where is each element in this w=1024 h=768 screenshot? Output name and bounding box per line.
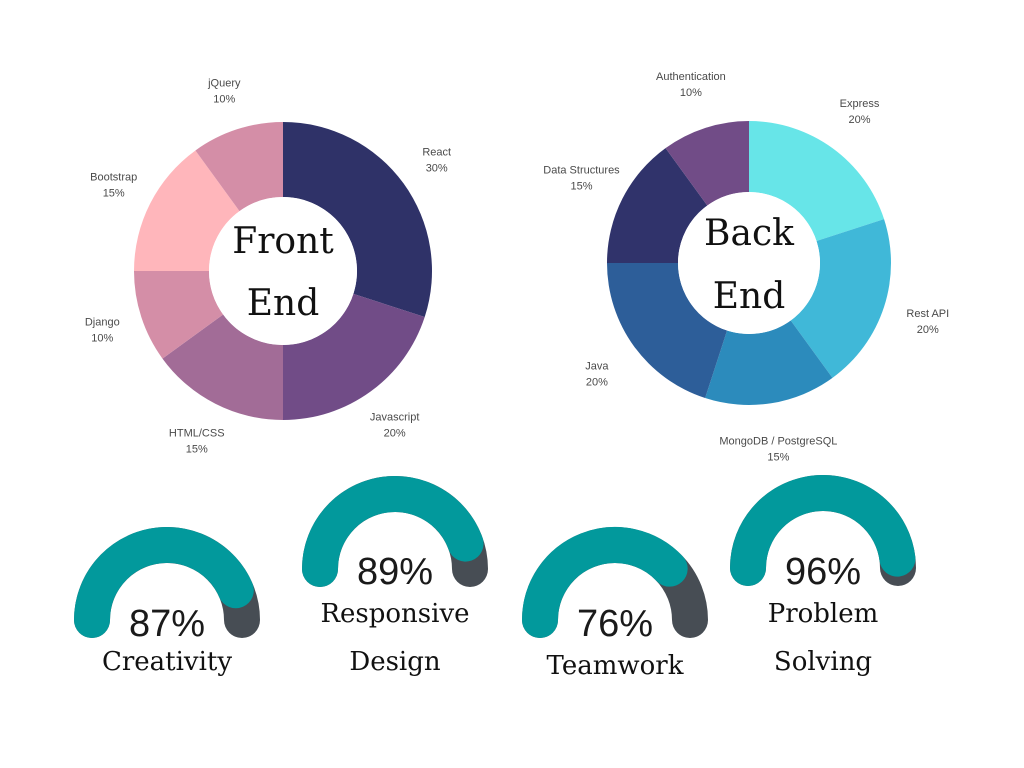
- gauge-fill: [302, 476, 484, 587]
- gauge-percent: 96%: [785, 551, 861, 593]
- gauge-label-line-1: Teamwork: [547, 651, 684, 681]
- gauge-percent: 76%: [577, 603, 653, 645]
- slice-value-javascript: 20%: [384, 428, 406, 440]
- slice-label-express: Express: [840, 98, 880, 110]
- slice-rest-api: [790, 219, 892, 378]
- slice-label-authentication: Authentication: [656, 71, 726, 83]
- slice-jquery: [195, 122, 283, 212]
- gauge-label-line-1: Responsive: [320, 599, 469, 629]
- slice-value-java: 20%: [586, 377, 608, 389]
- gauge-creativity: 87%Creativity: [74, 527, 260, 677]
- gauge-fill: [522, 527, 688, 638]
- slice-react: [283, 122, 432, 318]
- donut-center-label-1: Back: [704, 213, 795, 254]
- gauge-fill: [730, 475, 916, 586]
- gauge-label-line-2: Solving: [774, 647, 872, 677]
- gauge-problem-solving: 96% Problem Solving: [730, 475, 916, 677]
- gauge-teamwork: 76% Teamwork: [522, 527, 708, 681]
- gauge-fill: [74, 527, 254, 638]
- donut-hole: [678, 192, 820, 334]
- slice-label-javascript: Javascript: [370, 412, 420, 424]
- slice-value-html-css: 15%: [186, 443, 208, 455]
- slice-label-data-structures: Data Structures: [543, 165, 620, 177]
- donut-center-label-2: End: [247, 283, 320, 324]
- slice-label-django: Django: [85, 317, 120, 329]
- slice-mongodb-postgresql: [705, 320, 833, 405]
- slice-value-jquery: 10%: [213, 93, 235, 105]
- slice-label-mongodb-postgresql: MongoDB / PostgreSQL: [719, 436, 837, 448]
- gauge-percent: 89%: [357, 551, 433, 593]
- slice-value-mongodb-postgresql: 15%: [767, 452, 789, 464]
- donut-center-label-1: Front: [232, 221, 334, 262]
- slice-value-react: 30%: [426, 162, 448, 174]
- slice-javascript: [283, 293, 425, 420]
- gauge-label-line-2: Design: [349, 647, 441, 677]
- slice-label-bootstrap: Bootstrap: [90, 172, 137, 184]
- slice-label-react: React: [422, 146, 451, 158]
- slice-value-rest-api: 20%: [917, 324, 939, 336]
- donut-chart-2: Express 20% Rest API 20% MongoDB / PostgreSQ…: [543, 71, 949, 463]
- slice-django: [134, 271, 224, 359]
- slice-java: [607, 263, 728, 399]
- slice-value-bootstrap: 15%: [103, 188, 125, 200]
- slice-value-django: 10%: [91, 333, 113, 345]
- donut-hole: [209, 197, 357, 345]
- gauge-responsive-design: 89% Responsive Design: [302, 476, 488, 677]
- slice-label-java: Java: [585, 361, 609, 373]
- slice-value-data-structures: 15%: [570, 181, 592, 193]
- gauge-label-line-1: Problem: [768, 599, 879, 629]
- slice-authentication: [665, 121, 749, 206]
- slice-value-express: 20%: [848, 114, 870, 126]
- slice-bootstrap: [134, 150, 240, 271]
- gauge-percent: 87%: [129, 603, 205, 645]
- slice-express: [749, 121, 885, 242]
- slice-value-authentication: 10%: [680, 87, 702, 99]
- donut-chart-1: React 30% Javascript 20% HTML/CSS 15% Django 10…: [85, 77, 451, 455]
- slice-label-html-css: HTML/CSS: [169, 427, 225, 439]
- gauge-label-line-1: Creativity: [102, 647, 232, 677]
- donut-center-label-2: End: [713, 276, 786, 317]
- slice-html-css: [162, 314, 283, 421]
- slice-label-jquery: jQuery: [207, 77, 241, 89]
- slice-data-structures: [607, 148, 708, 263]
- slice-label-rest-api: Rest API: [906, 308, 949, 320]
